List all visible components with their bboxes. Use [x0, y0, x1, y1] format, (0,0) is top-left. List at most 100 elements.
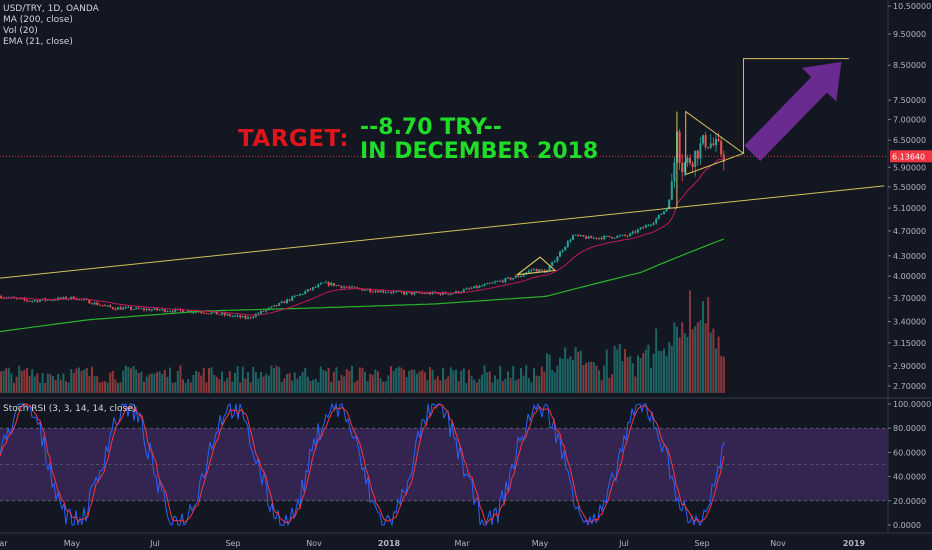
candle-body [660, 213, 663, 215]
volume-bar [665, 355, 668, 393]
legend-ma[interactable]: MA (200, close) [3, 15, 73, 25]
candle-body [600, 237, 603, 240]
candle-body [124, 307, 127, 308]
volume-bar [634, 376, 637, 393]
candle-body [486, 283, 489, 285]
candle-body [699, 143, 702, 159]
volume-bar [18, 365, 21, 393]
legend-vol[interactable]: Vol (20) [3, 26, 38, 36]
volume-bar [28, 375, 31, 393]
time-axis-label: May [64, 539, 81, 548]
volume-bar [33, 376, 36, 393]
candle-body [551, 261, 554, 266]
candle-body [686, 157, 689, 163]
candle-body [291, 296, 294, 301]
candle-body [377, 290, 379, 293]
volume-bar [462, 368, 465, 393]
volume-bar [444, 379, 447, 393]
volume-bar [639, 358, 642, 393]
candle-body [62, 297, 65, 299]
current-price-label: 6.13640 [892, 152, 925, 161]
volume-bar [330, 381, 333, 393]
volume-bar [5, 368, 8, 393]
volume-bar [616, 349, 619, 393]
volume-bar [650, 367, 652, 393]
volume-bar [538, 376, 541, 393]
candle-body [631, 231, 634, 234]
candle-body [28, 301, 31, 302]
volume-bar [176, 370, 179, 393]
price-tick-label: 3.15000 [893, 339, 926, 348]
candle-body [192, 312, 195, 314]
volume-bar [78, 367, 80, 393]
candle-body [257, 313, 260, 315]
stoch-tick-label: 80.0000 [893, 424, 926, 433]
candle-body [400, 291, 403, 293]
target-line-2: IN DECEMBER 2018 [360, 139, 599, 164]
candle-body [494, 281, 496, 283]
candle-body [431, 291, 434, 295]
candle-body [507, 277, 509, 279]
small-pennant [515, 256, 557, 276]
candle-body [572, 235, 574, 240]
candle-body [215, 311, 218, 315]
candle-body [702, 135, 704, 144]
volume-bar [371, 374, 374, 393]
volume-bar [325, 371, 327, 393]
volume-bar [322, 369, 325, 393]
volume-bar [364, 371, 366, 393]
volume-bar [561, 358, 564, 393]
trendlines [0, 185, 885, 279]
candle-body [20, 298, 23, 300]
candle-body [327, 281, 330, 286]
volume-bar [283, 378, 286, 393]
stoch-tick-label: 60.0000 [893, 448, 926, 457]
volume-bar [52, 376, 54, 393]
volume-bar [702, 301, 704, 393]
price-tick-label: 5.50000 [893, 183, 926, 192]
volume-bar [369, 373, 372, 393]
candle-body [387, 292, 390, 294]
candle-body [75, 299, 78, 301]
volume-bar [494, 375, 496, 393]
volume-bar [507, 371, 509, 393]
volume-bar [600, 380, 603, 393]
candle-body [312, 287, 314, 290]
volume-bar [488, 371, 491, 393]
candle-body [384, 292, 387, 294]
candle-body [473, 286, 476, 289]
target-line-1: --8.70 TRY-- [360, 115, 502, 140]
volume-bar [13, 382, 15, 393]
legend-ema[interactable]: EMA (21, close) [3, 37, 73, 47]
candle-body [150, 309, 153, 311]
volume-bar [244, 378, 247, 393]
candle-body [361, 289, 364, 291]
volume-bar [522, 375, 525, 393]
volume-bar [691, 329, 694, 393]
candle-body [286, 299, 288, 304]
volume-bar [96, 376, 99, 393]
volume-bar [626, 357, 629, 393]
candle-body [111, 307, 114, 309]
stoch-legend[interactable]: Stoch RSI (3, 3, 14, 14, close) [3, 404, 137, 414]
candle-body [104, 305, 106, 307]
volume-bar [288, 373, 291, 393]
volume-bar [621, 361, 624, 393]
volume-bar [83, 369, 86, 393]
candle-body [338, 285, 340, 286]
candle-body [114, 308, 117, 310]
candle-body [709, 143, 712, 148]
candle-body [663, 211, 665, 214]
volume-bar [426, 379, 429, 393]
volume-bar [442, 367, 444, 393]
legend-symbol[interactable]: USD/TRY, 1D, OANDA [3, 4, 99, 14]
candle-body [475, 286, 478, 288]
volume-bar [312, 379, 314, 393]
volume-bar [486, 372, 489, 393]
volume-bar [187, 379, 190, 393]
candle-body [650, 224, 652, 226]
volume-bar [278, 367, 281, 393]
candle-body [319, 283, 322, 285]
candle-body [605, 235, 608, 237]
